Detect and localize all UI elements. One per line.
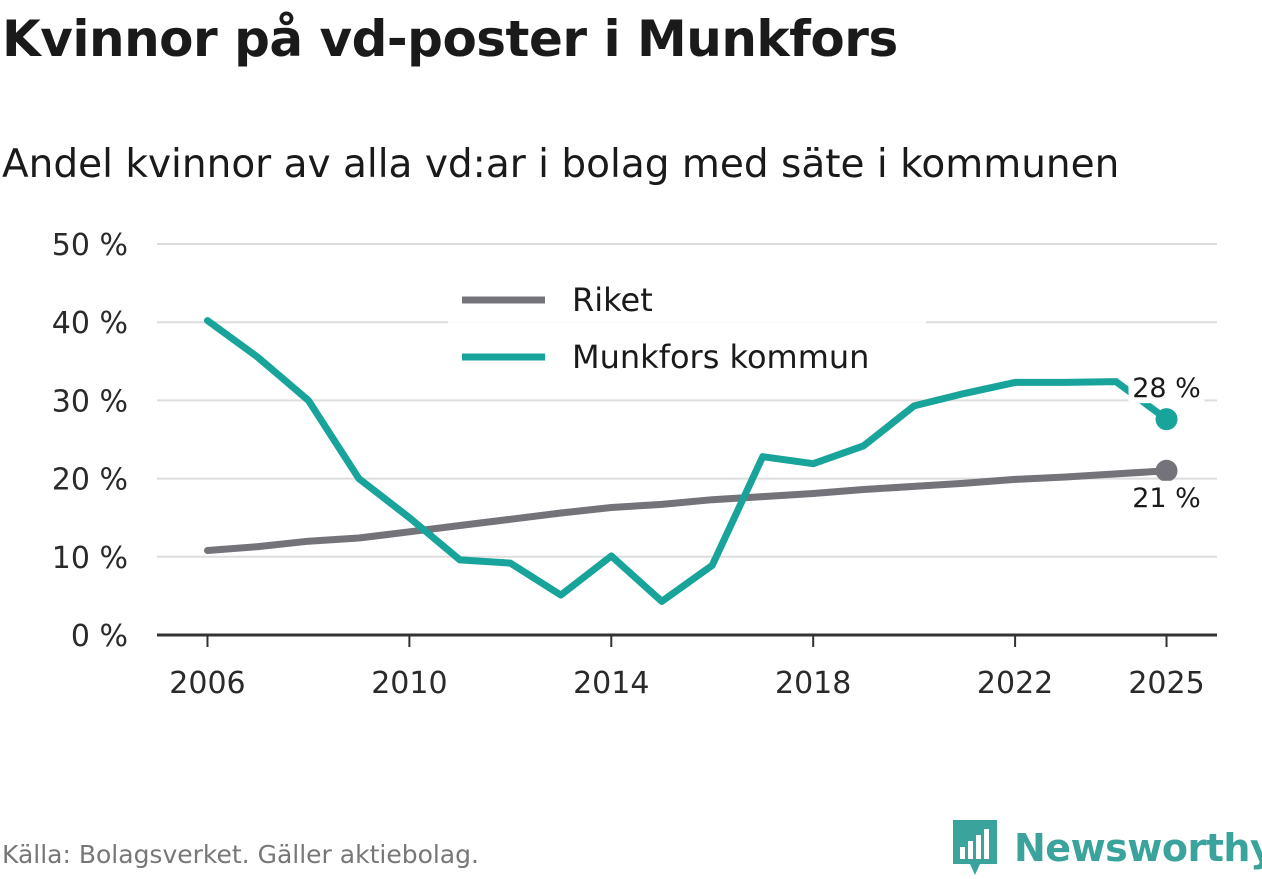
y-tick-label: 0 % — [71, 619, 128, 654]
brand-logo: Newsworthy — [950, 818, 1262, 878]
x-tick-label: 2006 — [169, 666, 245, 701]
chart-subtitle: Andel kvinnor av alla vd:ar i bolag med … — [2, 142, 1120, 187]
y-tick-label: 10 % — [52, 541, 128, 576]
series-line-1 — [204, 317, 1170, 605]
newsworthy-logo-icon — [953, 820, 997, 875]
source-note: Källa: Bolagsverket. Gäller aktiebolag. — [2, 840, 479, 869]
series-line-0 — [204, 467, 1170, 554]
x-tick-label: 2014 — [573, 666, 649, 701]
y-tick-label: 40 % — [52, 306, 128, 341]
legend-label-1: Munkfors kommun — [572, 338, 869, 376]
chart-title: Kvinnor på vd-poster i Munkfors — [2, 10, 898, 68]
x-tick-label: 2010 — [371, 666, 447, 701]
end-label-background — [1128, 480, 1205, 513]
end-label-background — [1128, 371, 1205, 404]
series-end-label-0: 21 % — [1132, 483, 1201, 514]
y-tick-label: 50 % — [52, 228, 128, 263]
x-tick-label: 2025 — [1128, 666, 1204, 701]
series-end-point-0 — [1155, 459, 1178, 482]
x-tick-label: 2018 — [775, 666, 851, 701]
series-end-label-1: 28 % — [1132, 373, 1201, 404]
y-tick-label: 20 % — [52, 463, 128, 498]
brand-name: Newsworthy — [1014, 826, 1262, 870]
x-tick-label: 2022 — [977, 666, 1053, 701]
legend-background — [448, 272, 926, 382]
legend-label-0: Riket — [572, 281, 653, 319]
series-end-point-1 — [1155, 408, 1178, 431]
y-tick-label: 30 % — [52, 384, 128, 419]
